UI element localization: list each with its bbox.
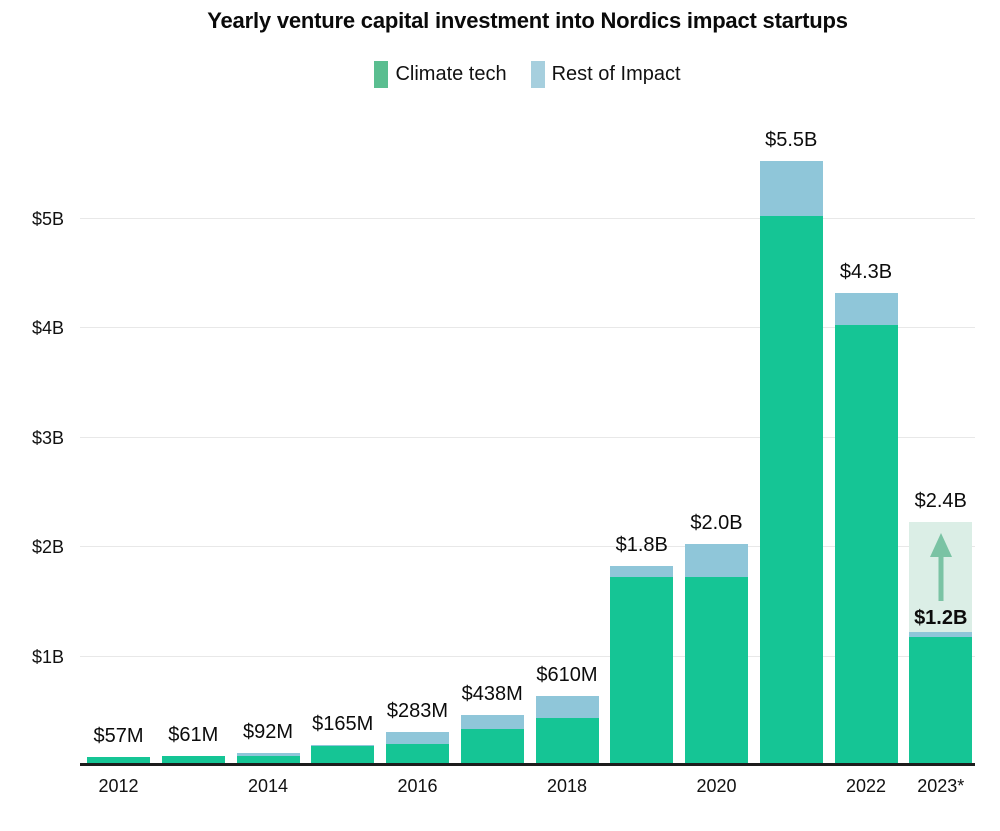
legend: Climate tech Rest of Impact	[80, 61, 975, 88]
legend-item-rest-of-impact: Rest of Impact	[530, 61, 681, 88]
bar-segment-rest-of-impact	[386, 732, 449, 744]
bar-segment-climate-tech	[834, 325, 898, 763]
bar-value-label-2023: $1.2B	[914, 606, 968, 629]
gridline-4b	[80, 327, 975, 329]
projected-value-label-2023: $2.4B	[914, 490, 967, 513]
legend-item-climate-tech: Climate tech	[374, 61, 507, 88]
bar-2023	[909, 631, 973, 763]
bar-segment-rest-of-impact	[759, 161, 823, 216]
x-axis-line	[80, 763, 975, 766]
bar-2017	[460, 715, 524, 763]
x-tick-label-2022: 2022	[845, 776, 887, 796]
bar-value-label-2015: $165M	[312, 712, 374, 735]
bar-2013	[161, 756, 225, 763]
bar-segment-climate-tech	[685, 577, 748, 763]
gridline-2b	[80, 546, 975, 548]
bar-segment-climate-tech	[759, 216, 823, 763]
bar-value-label-2016: $283M	[386, 700, 449, 723]
x-tick-label-2016: 2016	[397, 776, 438, 796]
x-tick-label-2014: 2014	[247, 776, 289, 796]
bar-segment-climate-tech	[386, 743, 449, 763]
gridline-1b	[80, 655, 975, 657]
bar-value-label-2021: $5.5B	[765, 129, 818, 152]
bar-segment-climate-tech	[610, 577, 674, 763]
bar-value-label-2017: $438M	[461, 683, 523, 706]
legend-label-climate-tech: Climate tech	[395, 63, 507, 85]
bar-value-label-2022: $4.3B	[839, 260, 893, 283]
bar-value-label-2019: $1.8B	[615, 534, 668, 557]
bar-value-label-2012: $57M	[93, 724, 144, 747]
bar-2016	[386, 732, 449, 763]
climate-tech-swatch-icon	[374, 61, 389, 88]
gridline-3b	[80, 436, 975, 438]
x-tick-label-2012: 2012	[98, 776, 139, 796]
up-arrow-icon	[929, 533, 952, 602]
bar-segment-rest-of-impact	[311, 744, 375, 746]
bar-2020	[685, 544, 748, 763]
y-tick-label: $3B	[31, 427, 64, 448]
bar-2021	[759, 161, 823, 763]
bar-segment-rest-of-impact	[834, 292, 898, 326]
bar-2022	[834, 292, 898, 763]
bar-value-label-2013: $61M	[168, 724, 219, 747]
x-tick-label-2023: 2023*	[917, 776, 965, 796]
bar-value-label-2020: $2.0B	[690, 512, 743, 535]
bar-segment-climate-tech	[311, 745, 375, 763]
bar-value-label-2018: $610M	[536, 664, 598, 687]
rest-of-impact-swatch-icon	[530, 61, 545, 88]
bar-2015	[311, 744, 375, 763]
bar-segment-climate-tech	[909, 637, 973, 763]
bar-segment-climate-tech	[460, 729, 524, 763]
bar-value-label-2014: $92M	[242, 720, 294, 743]
x-tick-label-2018: 2018	[546, 776, 588, 796]
x-tick-label-2020: 2020	[696, 776, 737, 796]
bar-segment-climate-tech	[161, 756, 225, 763]
bar-2019	[610, 566, 674, 763]
bar-segment-rest-of-impact	[909, 631, 973, 638]
bar-segment-climate-tech	[87, 756, 150, 763]
legend-label-rest-of-impact: Rest of Impact	[551, 63, 681, 85]
y-tick-label: $4B	[31, 318, 64, 339]
y-tick-label: $1B	[31, 646, 64, 667]
projection-area-2023	[909, 522, 973, 632]
chart-title: Yearly venture capital investment into N…	[207, 8, 848, 33]
bar-segment-climate-tech	[535, 718, 599, 763]
gridline-5b	[80, 218, 975, 219]
bar-segment-rest-of-impact	[460, 715, 524, 730]
bar-segment-rest-of-impact	[535, 696, 599, 719]
bar-segment-rest-of-impact	[610, 566, 674, 578]
y-tick-label: $2B	[31, 537, 64, 558]
y-tick-label: $5B	[31, 209, 64, 229]
bar-2018	[535, 696, 599, 763]
bar-segment-rest-of-impact	[236, 752, 300, 756]
bar-2014	[236, 752, 300, 763]
bar-segment-rest-of-impact	[685, 544, 748, 578]
plot-area: $57M $61M $92M $165M $283M $438M $610M $1.8B $2.…	[80, 115, 975, 766]
bar-segment-climate-tech	[236, 755, 300, 763]
bar-2012	[87, 756, 150, 763]
